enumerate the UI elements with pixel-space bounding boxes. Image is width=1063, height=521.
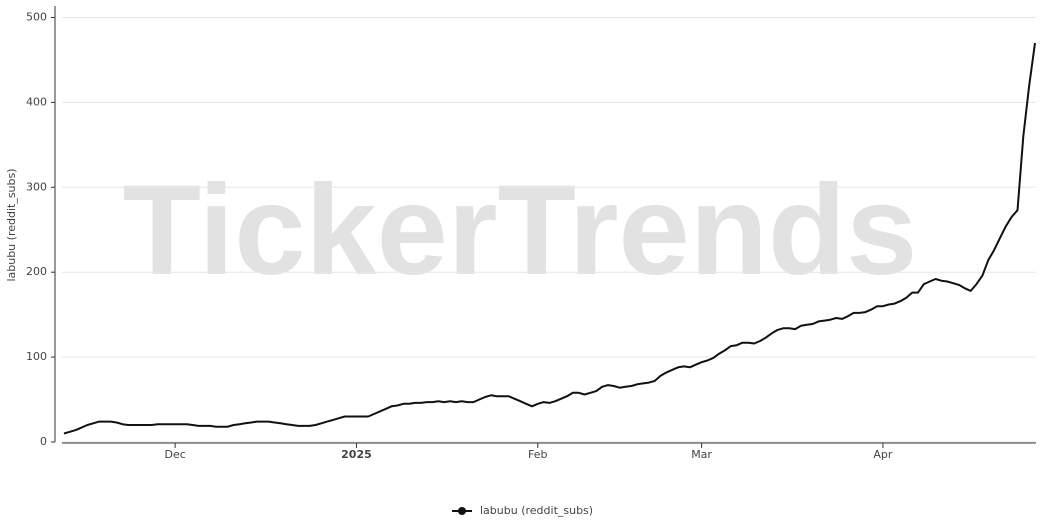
y-tick-label: 100: [26, 350, 47, 363]
legend-label: labubu (reddit_subs): [480, 504, 593, 517]
y-axis-label: labubu (reddit_subs): [5, 168, 18, 281]
x-tick-label: Feb: [528, 448, 547, 461]
y-tick-label: 0: [40, 435, 47, 448]
x-tick-label: Apr: [873, 448, 893, 461]
y-tick-label: 300: [26, 180, 47, 193]
x-tick-label: 2025: [341, 448, 372, 461]
line: [63, 42, 1036, 435]
x-tick-label: Dec: [164, 448, 185, 461]
y-tick-label: 200: [26, 265, 47, 278]
watermark: TickerTrends: [123, 159, 918, 302]
legend-marker: [458, 507, 466, 515]
y-tick-label: 400: [26, 95, 47, 108]
x-tick-label: Mar: [691, 448, 712, 461]
y-tick-label: 500: [26, 10, 47, 23]
